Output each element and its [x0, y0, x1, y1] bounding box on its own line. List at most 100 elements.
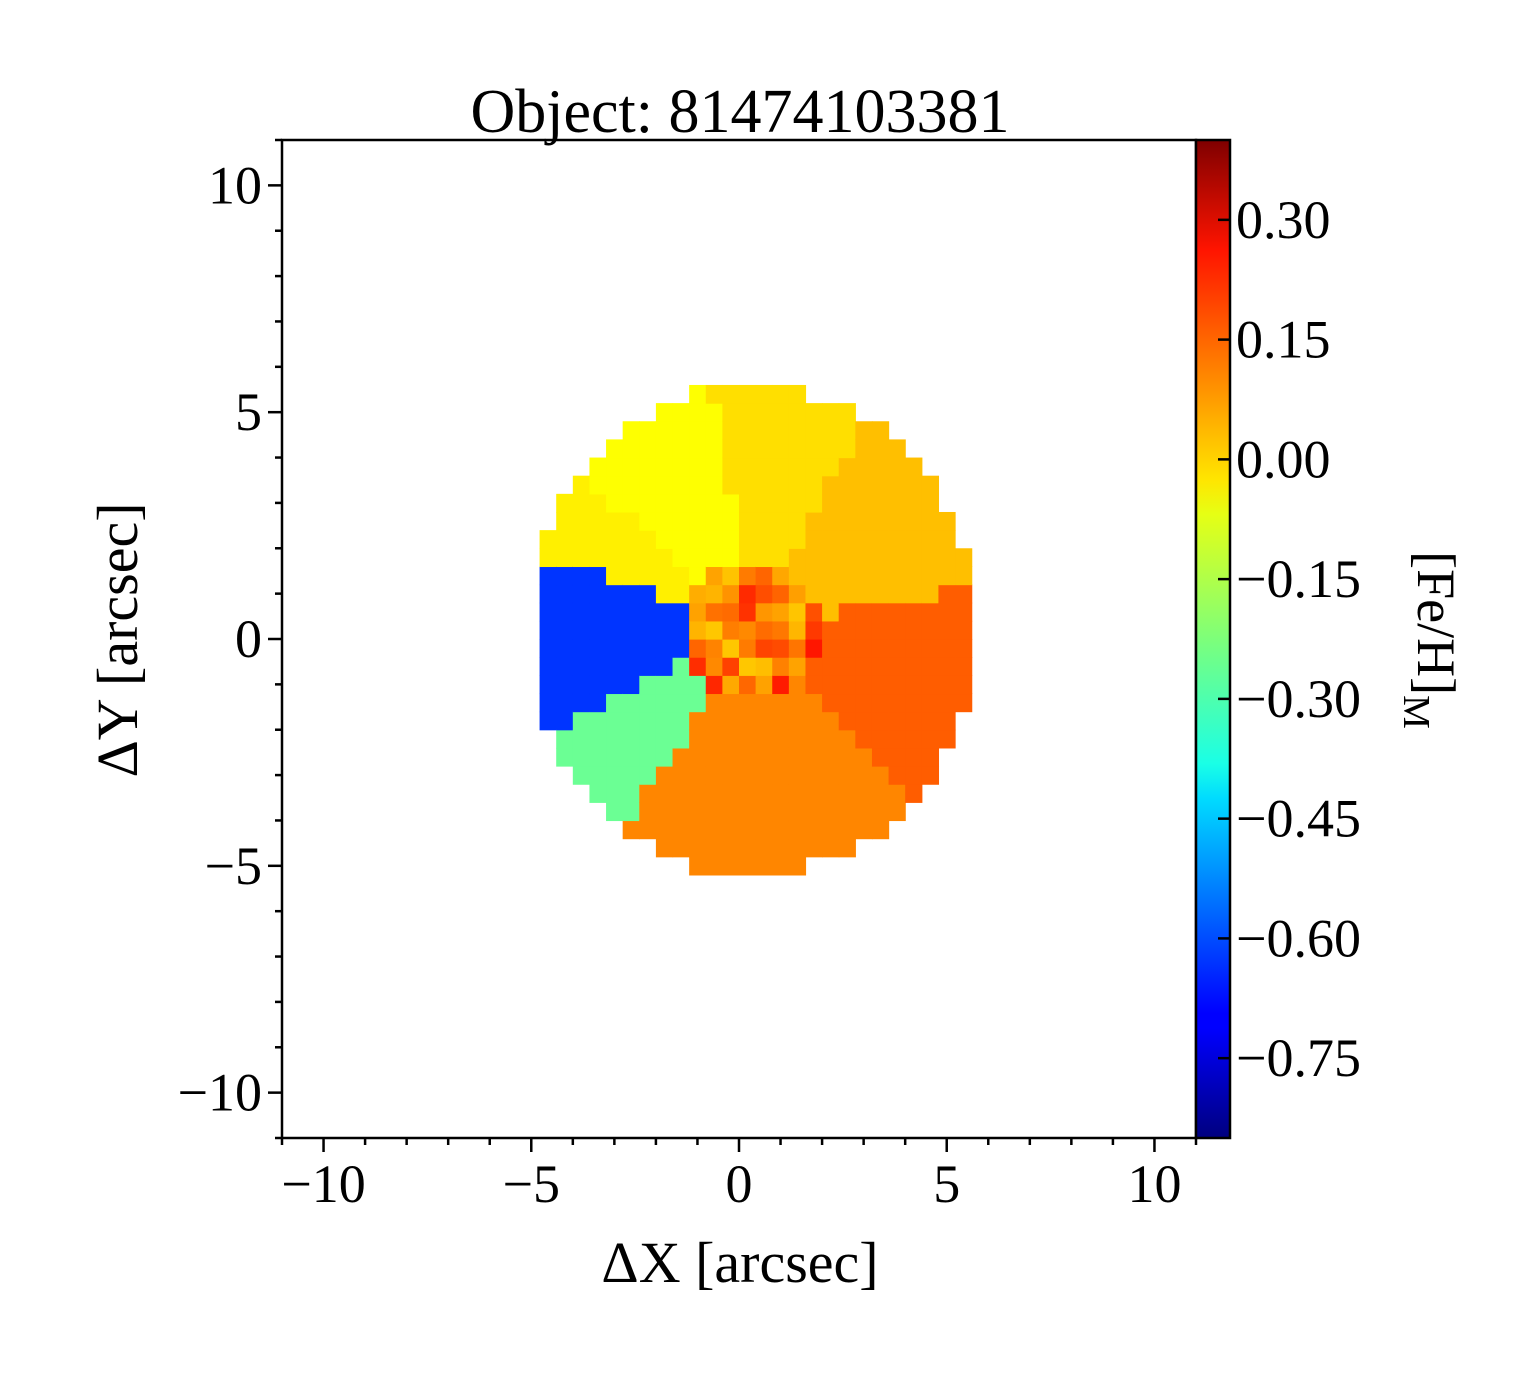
- heatmap-cell: [689, 856, 707, 876]
- heatmap-cell: [622, 802, 640, 822]
- heatmap-cell: [655, 548, 674, 568]
- heatmap-cell: [855, 620, 873, 640]
- heatmap-cell: [772, 493, 790, 513]
- heatmap-cell: [888, 530, 906, 549]
- heatmap-cell: [722, 384, 740, 404]
- heatmap-cell: [838, 457, 856, 477]
- heatmap-cell: [739, 639, 757, 658]
- heatmap-cell: [905, 475, 923, 495]
- heatmap-cell: [822, 802, 840, 822]
- heatmap-cell: [589, 657, 607, 676]
- heatmap-cell: [805, 602, 823, 622]
- heatmap-cell: [689, 802, 707, 822]
- heatmap-cell: [639, 729, 657, 749]
- heatmap-cell: [655, 784, 674, 803]
- heatmap-cell: [755, 439, 773, 459]
- heatmap-cell: [855, 693, 873, 713]
- heatmap-cell: [938, 693, 956, 713]
- heatmap-cell: [722, 784, 740, 803]
- heatmap-cell: [838, 584, 856, 604]
- heatmap-cell: [539, 566, 557, 586]
- heatmap-cell: [905, 548, 923, 568]
- heatmap-cell: [755, 838, 773, 858]
- heatmap-cell: [672, 657, 690, 676]
- heatmap-cell: [822, 421, 840, 440]
- heatmap-cell: [888, 747, 906, 767]
- heatmap-cell: [689, 639, 707, 658]
- heatmap-cell: [772, 439, 790, 459]
- heatmap-cell: [788, 620, 807, 640]
- heatmap-cell: [556, 729, 574, 749]
- heatmap-cell: [672, 439, 690, 459]
- heatmap-cell: [772, 802, 790, 822]
- heatmap-cell: [838, 657, 856, 676]
- heatmap-cell: [938, 584, 956, 604]
- heatmap-cell: [722, 439, 740, 459]
- heatmap-cell: [639, 639, 657, 658]
- heatmap-cell: [572, 747, 591, 767]
- heatmap-cell: [722, 584, 740, 604]
- heatmap-cell: [788, 584, 807, 604]
- heatmap-cell: [822, 530, 840, 549]
- heatmap-cell: [672, 403, 690, 422]
- x-axis: −10 −5 0 5 10: [280, 1138, 1198, 1214]
- heatmap-cell: [722, 620, 740, 640]
- heatmap-cell: [921, 747, 940, 767]
- heatmap-cell: [921, 548, 940, 568]
- heatmap-cell: [921, 511, 940, 531]
- heatmap-cell: [871, 530, 890, 549]
- heatmap-cell: [606, 475, 624, 495]
- heatmap-cell: [871, 693, 890, 713]
- heatmap-cell: [772, 384, 790, 404]
- heatmap-cell: [838, 675, 856, 695]
- heatmap-cell: [755, 729, 773, 749]
- heatmap-cell: [572, 657, 591, 676]
- heatmap-cell: [855, 802, 873, 822]
- heatmap-cell: [739, 475, 757, 495]
- heatmap-cell: [888, 511, 906, 531]
- heatmap-cell: [622, 493, 640, 513]
- heatmap-cell: [722, 421, 740, 440]
- heatmap-cell: [622, 639, 640, 658]
- heatmap-cell: [672, 493, 690, 513]
- heatmap-cell: [871, 584, 890, 604]
- heatmap-cell: [705, 530, 723, 549]
- heatmap-cell: [589, 620, 607, 640]
- heatmap-cell: [622, 693, 640, 713]
- heatmap-cell: [871, 766, 890, 785]
- heatmap-cell: [556, 620, 574, 640]
- heatmap-cell: [855, 421, 873, 440]
- x-tick-label: 0: [726, 1154, 753, 1214]
- heatmap-cell: [739, 620, 757, 640]
- heatmap-cell: [655, 530, 674, 549]
- heatmap-cell: [705, 802, 723, 822]
- heatmap-cell: [772, 784, 790, 803]
- heatmap-cell: [705, 766, 723, 785]
- heatmap-cell: [622, 747, 640, 767]
- heatmap-cell: [805, 729, 823, 749]
- heatmap-cell: [589, 548, 607, 568]
- heatmap-cell: [788, 457, 807, 477]
- heatmap-cell: [539, 711, 557, 731]
- heatmap-cell: [805, 584, 823, 604]
- heatmap-cell: [838, 766, 856, 785]
- heatmap-cell: [639, 530, 657, 549]
- heatmap-cell: [722, 766, 740, 785]
- colorbar-tick-label: −0.30: [1236, 669, 1361, 729]
- heatmap-cell: [938, 566, 956, 586]
- heatmap-cell: [722, 403, 740, 422]
- heatmap-cell: [606, 729, 624, 749]
- heatmap-cell: [805, 548, 823, 568]
- heatmap-cell: [672, 584, 690, 604]
- heatmap-cell: [606, 766, 624, 785]
- heatmap-cell: [739, 856, 757, 876]
- heatmap-cell: [772, 766, 790, 785]
- heatmap-cell: [905, 530, 923, 549]
- heatmap-cell: [755, 784, 773, 803]
- heatmap-cell: [755, 584, 773, 604]
- heatmap-cell: [572, 766, 591, 785]
- heatmap-cell: [805, 838, 823, 858]
- heatmap-cell: [772, 747, 790, 767]
- heatmap-cell: [938, 511, 956, 531]
